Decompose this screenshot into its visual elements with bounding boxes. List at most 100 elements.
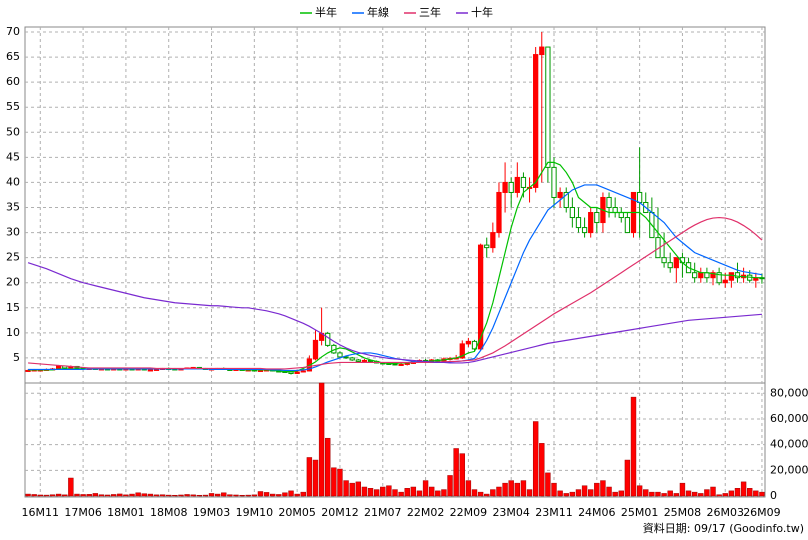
footer: 資料日期: 09/17 (Goodinfo.tw): [643, 521, 804, 535]
volume-bar: [135, 492, 141, 497]
candle-body: [496, 191, 502, 234]
candle-body: [312, 339, 319, 360]
volume-bar: [392, 489, 398, 497]
volume-bar: [312, 459, 319, 497]
y-tick-label: 10: [6, 326, 20, 339]
x-tick-label: 18M08: [150, 506, 188, 519]
candle-body: [661, 257, 667, 264]
ma-line: [28, 184, 763, 372]
volume-bar: [129, 493, 135, 497]
volume-bar: [673, 493, 680, 497]
volume-bar: [447, 475, 453, 497]
volume-bar: [722, 493, 728, 497]
volume-bar: [734, 488, 741, 497]
y-tick-label: 25: [6, 251, 20, 264]
volume-bar: [740, 481, 747, 497]
volume-bar: [62, 494, 68, 497]
volume-bar: [594, 482, 600, 497]
volume-bar: [269, 493, 276, 497]
volume-bar: [153, 494, 160, 497]
volume-bar: [465, 480, 472, 497]
volume-bar: [282, 492, 288, 497]
volume-bar: [361, 486, 368, 497]
volume-bar: [172, 494, 178, 497]
volume-bar: [581, 485, 588, 497]
ma-line: [28, 216, 763, 370]
volume-bar: [325, 437, 331, 497]
y-tick-label: 50: [6, 125, 20, 138]
volume-bar: [159, 494, 166, 497]
candle-body: [465, 340, 472, 345]
candle-body: [398, 363, 404, 366]
candle-body: [557, 191, 563, 198]
volume-bar: [49, 494, 56, 497]
candle-body: [484, 244, 490, 249]
volume-bar: [514, 482, 521, 497]
volume-bar: [612, 491, 618, 497]
volume-bar: [355, 481, 362, 497]
volume-bar: [74, 493, 80, 497]
plot-frame: [24, 26, 766, 498]
volume-bar: [539, 443, 545, 497]
candle-body: [551, 166, 557, 198]
volume-bar: [496, 486, 502, 497]
x-tick-label: 21M07: [364, 506, 402, 519]
legend-label: 三年: [419, 5, 441, 19]
candle-body: [533, 54, 539, 188]
volume-bar: [728, 490, 735, 497]
x-tick-label: 23M04: [492, 506, 530, 519]
y-tick-label: 30: [6, 226, 20, 239]
volume-bar: [251, 494, 258, 497]
x-tick-label: 25M01: [621, 506, 659, 519]
candle-body: [477, 244, 484, 350]
volume-bar: [123, 494, 129, 497]
x-tick-label: 25M08: [664, 506, 702, 519]
candle-body: [624, 217, 631, 234]
volume-bar: [679, 482, 686, 497]
volume-bar: [563, 493, 569, 497]
volume-bar: [704, 489, 710, 497]
x-tick-label: 20M05: [278, 506, 316, 519]
volume-bar: [202, 494, 209, 497]
x-tick-label: 26M03: [706, 506, 744, 519]
candle-body: [355, 359, 361, 362]
volume-bar: [526, 489, 533, 497]
candle-body: [153, 368, 160, 371]
candle-body: [459, 343, 465, 359]
volume-bar: [190, 494, 196, 497]
candle-body: [300, 370, 306, 373]
x-tick-label: 20M12: [321, 506, 359, 519]
candle-body: [698, 272, 704, 279]
candle-body: [575, 217, 582, 229]
x-tick-label: 18M01: [107, 506, 145, 519]
volume-bar: [520, 480, 527, 497]
volume-bar: [649, 491, 655, 497]
y-tick-label: 45: [6, 150, 20, 163]
candle-body: [539, 46, 545, 56]
volume-bar: [349, 482, 355, 497]
volume-bar: [545, 472, 551, 497]
volume-bar: [86, 494, 92, 497]
volume-bar: [300, 491, 306, 497]
candle-body: [618, 212, 624, 219]
candle-body: [710, 272, 716, 279]
candle-body: [502, 181, 508, 193]
volume-bar: [747, 488, 753, 497]
volume-bar: [710, 486, 716, 497]
legend-label: 年線: [367, 5, 389, 19]
y2-tick-label: 60,000: [770, 412, 808, 425]
y-tick-label: 5: [13, 351, 20, 364]
volume-bar: [410, 486, 417, 497]
volume-bar: [221, 492, 227, 497]
legend-label: 十年: [471, 5, 493, 19]
volume-bar: [685, 490, 692, 497]
volume-bar: [245, 494, 251, 497]
volume-bar: [484, 493, 490, 497]
volume-bar: [214, 493, 221, 497]
volume-bar: [753, 490, 759, 497]
candle-body: [734, 272, 741, 279]
candle-body: [728, 272, 735, 281]
x-tick-label: 17M06: [64, 506, 102, 519]
candle-body: [636, 191, 643, 203]
